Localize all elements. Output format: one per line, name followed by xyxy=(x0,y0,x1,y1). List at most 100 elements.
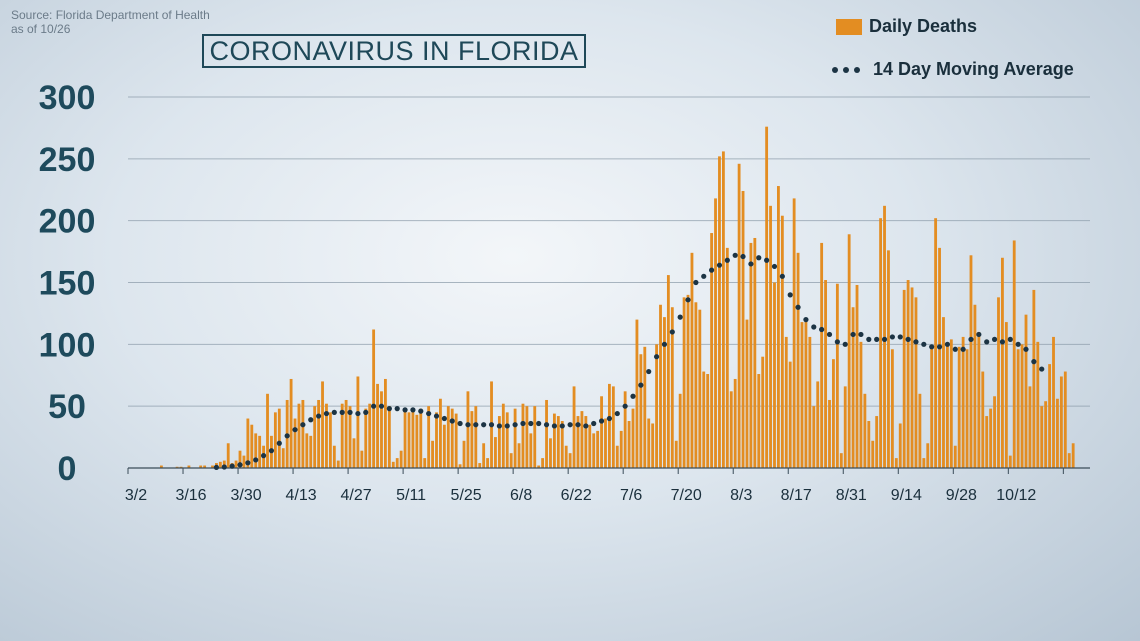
bar xyxy=(187,465,191,468)
bar xyxy=(623,391,627,468)
bar xyxy=(541,458,545,468)
moving-average-dot xyxy=(457,420,463,427)
moving-average-dot xyxy=(363,409,369,415)
bar xyxy=(1028,386,1032,468)
bar xyxy=(729,391,733,468)
bar xyxy=(773,282,776,468)
bar xyxy=(749,242,753,468)
bar xyxy=(179,466,183,468)
bar xyxy=(419,408,423,468)
bar xyxy=(702,371,706,468)
bar xyxy=(415,414,419,468)
bar xyxy=(277,408,281,468)
legend-line-label: 14 Day Moving Average xyxy=(873,59,1074,79)
bar xyxy=(926,443,930,468)
bar xyxy=(721,151,725,468)
moving-average-dot xyxy=(889,334,895,340)
bar xyxy=(800,322,804,468)
moving-average-dot xyxy=(677,314,683,320)
source-note: Source: Florida Department of Health as … xyxy=(11,8,210,36)
bar xyxy=(384,378,387,468)
bar xyxy=(454,413,458,468)
bar xyxy=(977,331,981,468)
bar xyxy=(835,283,839,468)
bar xyxy=(894,458,898,468)
moving-average-dot xyxy=(433,413,440,419)
moving-average-dot xyxy=(418,408,424,414)
bar xyxy=(1016,349,1020,468)
bar xyxy=(1032,289,1036,468)
bar xyxy=(470,411,474,468)
bar xyxy=(281,448,285,468)
bar xyxy=(1071,443,1075,468)
bar xyxy=(211,465,214,468)
x-tick-label: 7/20 xyxy=(671,487,702,504)
bar xyxy=(222,460,226,468)
moving-average-dot xyxy=(724,257,730,263)
bar xyxy=(780,215,784,468)
moving-average-dot xyxy=(308,417,314,423)
bar xyxy=(890,349,894,468)
moving-average-dot xyxy=(732,252,738,258)
bar xyxy=(533,406,537,468)
bar xyxy=(332,445,336,468)
bar xyxy=(592,433,596,468)
moving-average-dot xyxy=(567,422,573,428)
bar xyxy=(997,297,1000,468)
bar xyxy=(808,336,812,468)
moving-average-dot xyxy=(473,422,479,428)
x-tick-label: 3/2 xyxy=(125,487,147,504)
moving-average-dot xyxy=(221,464,227,470)
moving-average-dot xyxy=(929,344,935,350)
bar xyxy=(737,163,741,468)
bar xyxy=(777,186,780,469)
bar xyxy=(611,386,615,468)
chart-title: CORONAVIRUS IN FLORIDA xyxy=(202,34,586,68)
bar xyxy=(733,378,737,468)
moving-average-dot xyxy=(944,341,951,347)
bar xyxy=(348,406,352,468)
bar xyxy=(494,437,497,468)
bar xyxy=(423,458,427,468)
bar xyxy=(552,413,556,468)
bar xyxy=(659,304,662,468)
legend-dots-swatch xyxy=(832,66,865,73)
moving-average-dot xyxy=(536,420,542,427)
bar xyxy=(572,386,576,468)
bar xyxy=(938,247,941,468)
moving-average-dot xyxy=(1039,366,1045,372)
bar xyxy=(458,464,462,468)
legend-moving-average: 14 Day Moving Average xyxy=(832,59,1074,80)
bar xyxy=(973,304,977,468)
bar xyxy=(647,418,651,468)
bar xyxy=(627,421,631,468)
moving-average-dot xyxy=(1023,346,1029,352)
bar xyxy=(521,403,525,468)
bar xyxy=(741,190,745,468)
x-tick-label: 7/6 xyxy=(620,487,642,504)
x-tick-label: 4/13 xyxy=(285,487,316,504)
bar xyxy=(710,233,714,468)
y-tick-label: 200 xyxy=(39,203,96,241)
bar xyxy=(218,461,222,468)
moving-average-dot xyxy=(441,415,447,422)
moving-average-dot xyxy=(669,329,675,335)
x-tick-label: 8/3 xyxy=(730,487,752,504)
bar xyxy=(513,408,517,468)
moving-average-dot xyxy=(323,410,330,417)
moving-average-dot xyxy=(260,453,267,459)
bar xyxy=(832,359,835,468)
moving-average-dot xyxy=(999,339,1006,345)
bar xyxy=(509,453,513,468)
bar xyxy=(376,383,379,468)
bar xyxy=(289,378,293,468)
bar xyxy=(757,374,761,468)
bar xyxy=(1044,401,1048,468)
bar xyxy=(745,319,749,468)
moving-average-dot xyxy=(630,393,636,399)
bar xyxy=(725,247,729,468)
bar xyxy=(360,450,364,468)
bar xyxy=(796,252,800,468)
moving-average-dot xyxy=(606,415,613,422)
bar xyxy=(608,383,611,468)
